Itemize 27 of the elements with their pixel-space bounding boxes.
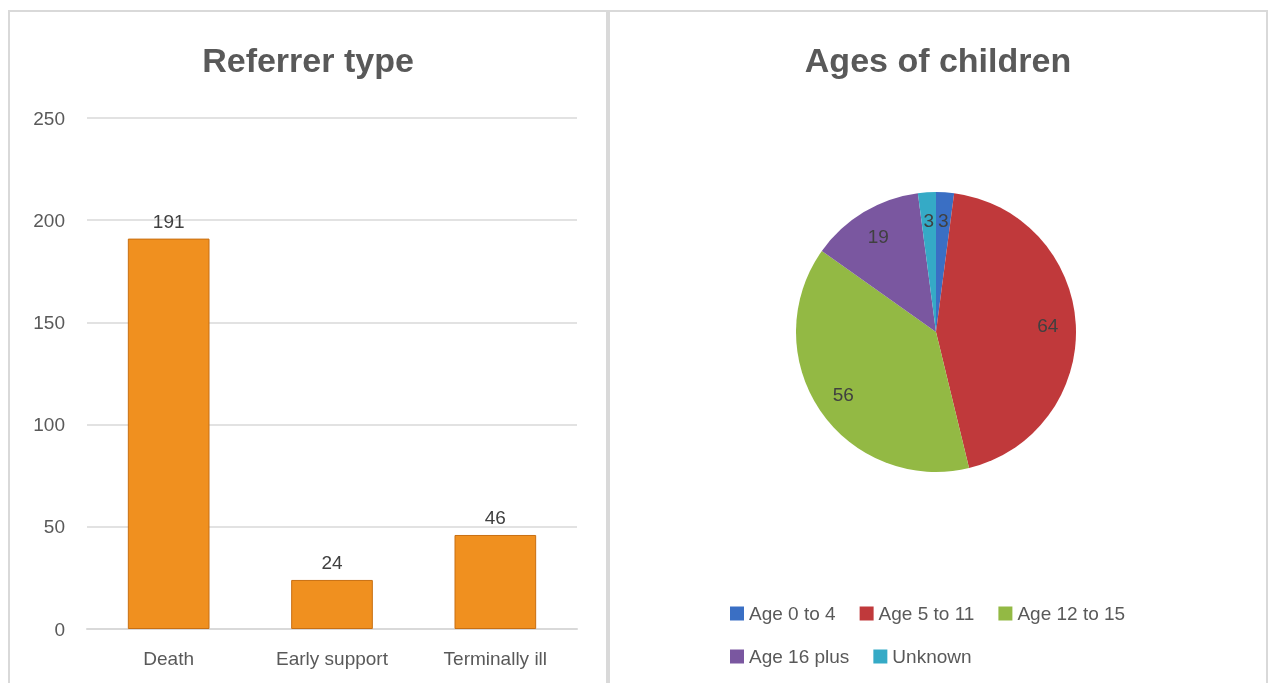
y-tick-label: 0 [54,618,65,640]
legend-label: Age 12 to 15 [1017,603,1126,624]
legend-label: Unknown [892,646,972,667]
x-tick-label: Death [143,648,195,669]
chart-title: Referrer type [202,41,414,79]
y-tick-label: 250 [33,107,65,129]
bar [454,534,537,629]
legend-label: Age 0 to 4 [749,603,837,624]
y-tick-label: 50 [43,516,65,538]
data-label: 3 [937,209,949,231]
bar [127,238,210,629]
legend-label: Age 16 plus [749,646,850,667]
legend-label: Age 5 to 11 [878,603,975,624]
data-label: 64 [1037,315,1059,337]
y-tick-label: 150 [33,311,65,333]
x-tick-label: Early support [276,648,389,669]
data-label: 19 [867,225,889,247]
y-tick-label: 100 [33,414,65,436]
data-label: 191 [152,210,185,232]
data-label: 56 [832,384,854,406]
x-tick-label: Terminally ill [443,648,548,669]
y-tick-label: 200 [33,209,65,231]
chart-title: Ages of children [804,41,1072,79]
data-label: 24 [321,551,343,573]
data-label: 46 [484,506,506,528]
data-label: 3 [923,209,935,231]
bar [291,579,373,629]
